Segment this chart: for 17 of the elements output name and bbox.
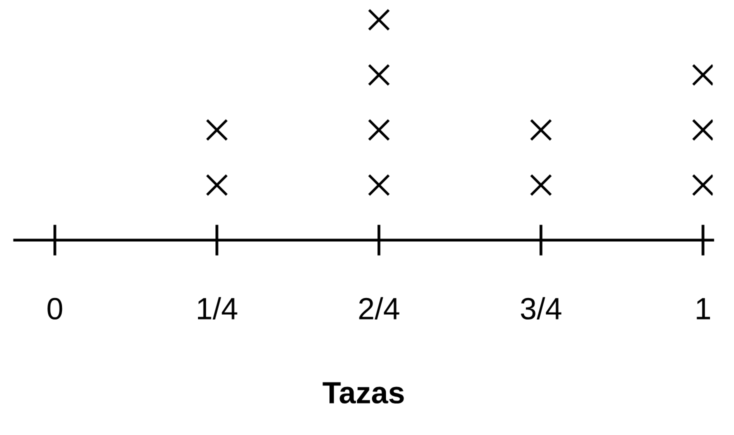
point xyxy=(530,118,552,142)
point xyxy=(692,174,713,196)
x-tick-label: 0 xyxy=(48,298,62,320)
point xyxy=(368,118,390,142)
point xyxy=(206,174,228,196)
point xyxy=(368,64,390,86)
point xyxy=(692,118,713,142)
x-tick-label: 1 xyxy=(696,298,710,320)
point xyxy=(206,118,228,142)
point xyxy=(692,64,713,86)
point xyxy=(530,174,552,196)
point xyxy=(368,174,390,196)
x-axis-title: Tazas xyxy=(322,382,404,404)
point xyxy=(368,8,390,31)
x-tick-label: 3/4 xyxy=(520,297,562,320)
x-tick-label: 1/4 xyxy=(198,297,238,320)
x-tick-label: 2/4 xyxy=(359,297,400,320)
